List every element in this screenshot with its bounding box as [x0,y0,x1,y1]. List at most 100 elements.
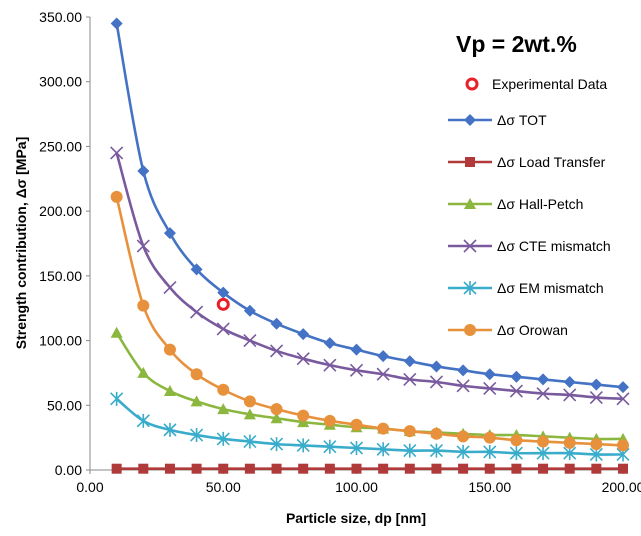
data-point [403,372,417,386]
data-point [430,360,443,373]
data-point [457,364,470,377]
data-point [403,443,417,458]
x-tick-label: 150.00 [468,479,511,495]
data-point [511,463,522,474]
data-point [110,326,123,338]
legend-label: Δσ CTE mismatch [497,238,611,254]
data-point [458,463,469,474]
data-point [456,444,470,459]
data-point [110,146,124,160]
data-point [163,422,177,437]
data-point [350,418,363,431]
data-point [403,355,416,368]
data-point [137,299,150,312]
y-tick-label: 350.00 [39,9,82,25]
data-point [538,463,549,474]
series-1 [111,463,628,474]
data-point [563,375,576,388]
data-point [270,412,283,424]
data-point [351,463,362,474]
data-point [190,305,204,319]
data-point [350,343,363,356]
data-point [483,431,496,444]
data-point [296,352,310,366]
data-point [483,368,496,381]
data-point [190,428,204,443]
data-point [298,463,309,474]
x-axis-title: Particle size, dp [nm] [286,510,426,526]
data-point [270,317,283,330]
data-point [377,422,390,435]
legend-marker [463,239,477,253]
x-tick-label: 50.00 [206,479,241,495]
legend-label: Δσ EM mismatch [497,280,604,296]
y-tick-label: 200.00 [39,203,82,219]
data-point [324,463,335,474]
data-point [484,463,495,474]
data-point [617,439,629,452]
data-point [323,439,337,454]
x-tick-label: 0.00 [76,479,103,495]
series-3 [110,146,630,406]
data-point [483,381,497,396]
data-point [137,165,150,178]
data-point [591,463,602,474]
data-point [216,322,230,336]
data-point [297,409,310,422]
legend-marker [463,281,477,295]
y-tick-label: 0.00 [55,462,82,478]
data-point [163,385,176,397]
data-point [323,358,337,372]
legend-marker [464,324,476,336]
data-point [323,337,336,350]
data-point [243,395,256,408]
data-point [349,440,364,455]
data-point [509,446,523,461]
data-point [243,434,257,449]
data-point [510,370,523,383]
y-tick-label: 250.00 [39,138,82,154]
data-point [136,413,150,428]
data-point [218,463,229,474]
data-point [216,431,230,446]
data-point [536,387,550,401]
data-point [616,392,630,406]
data-point [378,463,389,474]
y-tick-label: 150.00 [39,268,82,284]
series-0 [110,17,629,394]
legend-label: Δσ Load Transfer [497,154,606,170]
data-point [217,286,230,299]
data-point [376,442,390,457]
data-point [136,239,150,253]
y-tick-label: 50.00 [47,397,82,413]
data-point [403,425,416,438]
legend-label: Δσ TOT [497,112,547,128]
data-point [404,463,415,474]
legend-marker [465,157,475,167]
data-point [618,463,628,474]
x-tick-label: 100.00 [335,479,378,495]
legend-label: Experimental Data [492,76,607,92]
data-point [164,463,175,474]
data-point [163,227,176,240]
data-point [590,438,603,451]
y-axis-title: Strength contribution, Δσ [MPa] [13,137,29,350]
series-line [115,332,624,441]
data-point [110,391,124,406]
data-point [536,446,550,461]
data-point [297,328,310,341]
data-point [296,438,310,453]
data-point [110,17,123,30]
series-line [115,152,624,401]
x-tick-label: 200.00 [602,479,641,495]
data-point [456,379,470,393]
data-point [271,463,282,474]
data-point [537,435,550,448]
data-point [429,375,444,389]
series-group [110,17,630,474]
series-5 [110,190,629,452]
data-point [537,373,550,386]
data-point [323,414,336,427]
data-point [617,381,629,394]
data-point [269,344,284,358]
